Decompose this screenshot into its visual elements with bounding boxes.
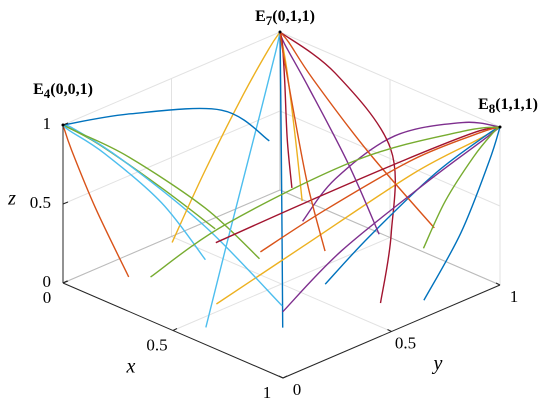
z-tick-label: 0.5 [30,193,51,212]
point-label: E8(1,1,1) [478,96,538,116]
y-tick [387,329,392,332]
trajectory [62,124,206,261]
trajectory [62,124,130,278]
x-tick-label: 1 [263,383,272,402]
point-marker [278,30,282,34]
trajectory [205,31,281,328]
point-name: E [255,8,266,25]
trajectory [171,31,281,243]
y-tick-label: 0 [293,380,302,399]
trajectory [150,126,501,278]
trajectory [279,31,435,229]
z-tick [62,201,69,205]
z-axis-label: z [7,188,16,210]
box-edge [62,189,281,284]
trajectory [422,126,501,249]
point-coords: (0,1,1) [272,8,315,25]
point-name: E [33,81,44,98]
box-edge [279,189,501,286]
trajectory [282,126,501,313]
point-subscript: 7 [266,13,273,28]
z-tick-label: 0 [43,272,52,291]
grid-line [171,236,392,332]
x-tick [172,328,178,331]
point-marker [61,123,65,127]
y-tick [278,375,284,379]
trajectory [62,107,270,142]
trajectory [279,31,326,252]
grid-line [62,31,281,126]
trajectory [62,124,283,307]
trajectory [62,124,260,260]
trajectory [279,31,293,189]
x-tick-label: 0 [43,288,52,307]
x-tick-label: 0.5 [146,335,167,354]
x-tick [62,280,68,284]
trajectory [260,126,501,253]
point-marker [498,125,502,129]
z-tick-label: 1 [43,114,52,133]
y-axis-label: y [432,353,443,375]
trajectory [302,121,501,222]
x-tick [282,375,288,379]
x-axis-label: x [126,356,136,378]
point-coords: (1,1,1) [495,96,538,113]
grid-line [62,110,281,205]
point-label: E7(0,1,1) [255,8,315,28]
grid-line [279,31,501,128]
point-name: E [478,96,489,113]
y-tick-label: 0.5 [395,333,416,352]
trajectory [324,126,501,285]
point-subscript: 4 [44,86,51,101]
trajectory [423,126,501,301]
point-label: E4(0,0,1) [33,81,93,101]
trajectory [215,126,501,244]
y-tick [495,282,501,286]
point-subscript: 8 [489,101,496,116]
grid-line [279,110,501,207]
point-coords: (0,0,1) [50,81,93,98]
y-tick-label: 1 [510,287,519,306]
trajectory [279,31,284,328]
